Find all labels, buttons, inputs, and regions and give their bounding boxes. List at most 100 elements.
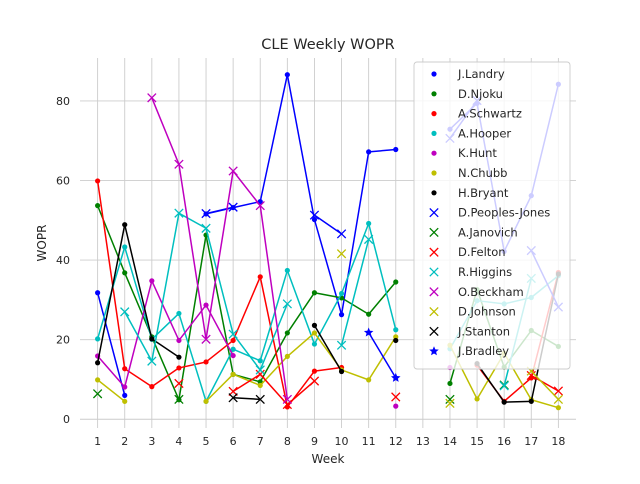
data-point	[95, 336, 101, 342]
series-line-segment	[205, 227, 234, 335]
data-point	[122, 244, 128, 250]
data-point	[228, 202, 238, 212]
series-line-segment	[205, 339, 234, 363]
legend-entry: D.Felton	[429, 245, 506, 259]
data-point	[528, 398, 534, 404]
legend-marker	[431, 130, 437, 136]
legend-label: O.Beckham	[458, 285, 524, 299]
series-line-segment	[503, 377, 533, 403]
data-point	[501, 399, 507, 405]
data-point	[257, 274, 263, 280]
x-tick-label: 17	[524, 435, 538, 448]
series-o-beckham	[147, 93, 293, 405]
x-tick-label: 11	[362, 435, 376, 448]
data-point	[391, 392, 401, 402]
data-point	[203, 302, 209, 308]
series-line-segment	[530, 399, 560, 409]
series-line-segment	[96, 180, 126, 370]
series-line-segment	[123, 246, 153, 341]
legend-marker	[429, 326, 439, 337]
series-line-segment	[367, 331, 397, 379]
legend-marker	[429, 207, 439, 218]
y-tick-label: 0	[63, 413, 70, 426]
legend-entry: A.Schwartz	[431, 107, 522, 121]
x-tick-label: 4	[175, 435, 182, 448]
series-line-segment	[340, 238, 370, 346]
legend-label: D.Peoples-Jones	[458, 206, 550, 220]
series-line-segment	[178, 234, 207, 401]
data-point	[284, 353, 290, 359]
data-point	[203, 359, 209, 365]
data-point	[95, 377, 101, 383]
data-point	[147, 93, 157, 103]
legend-entry: J.Landry	[431, 67, 505, 81]
data-point	[174, 159, 184, 169]
series-a-hooper	[95, 220, 561, 404]
series-line-segment	[313, 292, 343, 345]
series-d-johnson	[336, 249, 564, 408]
data-point	[336, 229, 347, 239]
legend-marker	[431, 150, 437, 156]
series-line-segment	[96, 291, 126, 397]
legend-marker	[429, 306, 439, 317]
legend-marker	[429, 346, 439, 356]
data-point	[553, 386, 564, 396]
series-line-segment	[151, 336, 180, 401]
chart-title: CLE Weekly WOPR	[261, 37, 395, 53]
data-point	[174, 394, 184, 405]
data-point	[311, 216, 318, 223]
data-point	[366, 311, 372, 317]
series-line-segment	[313, 218, 343, 316]
series-line-segment	[178, 163, 207, 341]
y-tick-label: 60	[56, 175, 70, 188]
series-line-segment	[96, 223, 126, 364]
series-line-segment	[178, 312, 207, 403]
x-tick-label: 3	[148, 435, 155, 448]
legend-entry: H.Bryant	[431, 186, 509, 200]
data-point	[95, 290, 101, 296]
data-point	[553, 394, 564, 405]
y-tick-label: 80	[56, 95, 70, 108]
series-line-segment	[259, 303, 289, 371]
data-point	[363, 234, 374, 245]
data-point	[201, 334, 211, 344]
series-line-segment	[313, 324, 343, 373]
x-tick-label: 6	[230, 435, 237, 448]
y-tick-label: 40	[56, 254, 70, 267]
legend-label: J.Landry	[457, 67, 505, 81]
legend-marker	[429, 267, 439, 277]
series-line-segment	[259, 276, 289, 408]
x-tick-label: 15	[470, 435, 484, 448]
data-point	[391, 372, 401, 382]
legend-label: R.Higgins	[458, 265, 512, 279]
legend-label: H.Bryant	[458, 186, 509, 200]
series-line-segment	[286, 73, 316, 221]
legend-marker	[431, 71, 437, 77]
data-point	[255, 365, 265, 375]
data-point	[95, 360, 101, 366]
data-point	[282, 299, 293, 309]
legend-entry: A.Janovich	[429, 225, 518, 239]
series-line-segment	[259, 269, 289, 362]
data-point	[255, 394, 265, 405]
series-line-segment	[151, 338, 180, 358]
series-line-segment	[286, 269, 316, 345]
data-point	[122, 222, 128, 228]
series-line-segment	[340, 297, 370, 315]
data-point	[92, 389, 103, 399]
legend-marker	[431, 190, 437, 196]
data-point	[122, 398, 128, 404]
data-point	[366, 220, 372, 227]
series-line-segment	[178, 361, 207, 369]
series-line-segment	[313, 214, 343, 235]
legend-label: J.Bradley	[457, 344, 509, 358]
legend-entry: J.Bradley	[429, 344, 509, 358]
data-point	[230, 352, 236, 359]
data-point	[228, 329, 238, 339]
series-line-segment	[259, 73, 289, 203]
data-point	[311, 341, 318, 347]
x-tick-label: 2	[121, 435, 128, 448]
series-line-segment	[259, 355, 289, 387]
series-line-segment	[232, 276, 261, 342]
